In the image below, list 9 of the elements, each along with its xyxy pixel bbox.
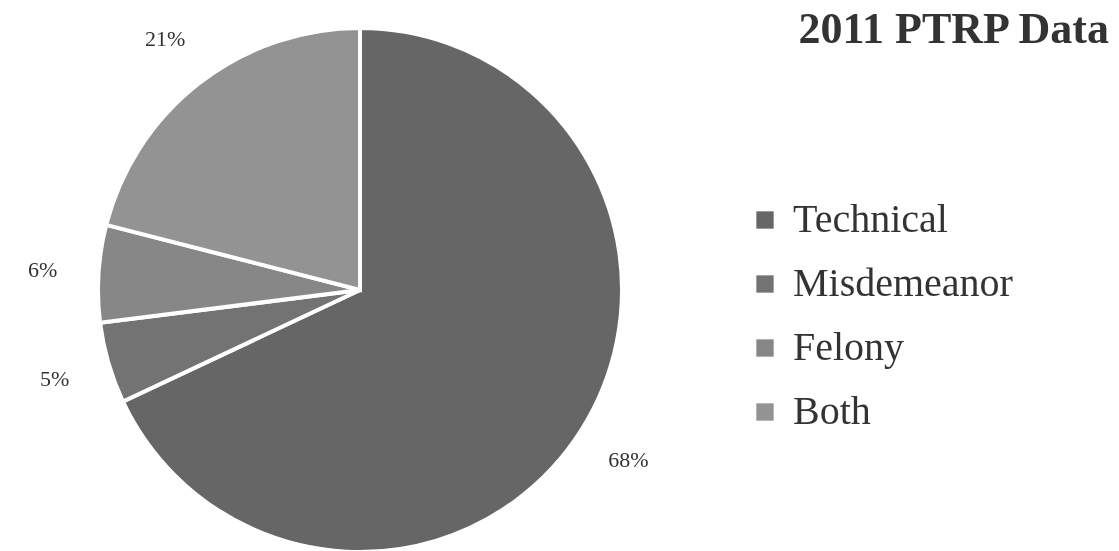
data-label: 6% — [27, 257, 58, 283]
legend-label: Misdemeanor — [793, 260, 1013, 305]
legend-label: Both — [793, 388, 871, 433]
data-label: 21% — [144, 25, 186, 51]
legend-label: Felony — [793, 324, 905, 369]
legend-label: Technical — [793, 196, 948, 241]
data-label: 68% — [608, 447, 649, 473]
data-label: 5% — [39, 365, 70, 391]
chart-title: 2011 PTRP Data — [798, 4, 1109, 53]
